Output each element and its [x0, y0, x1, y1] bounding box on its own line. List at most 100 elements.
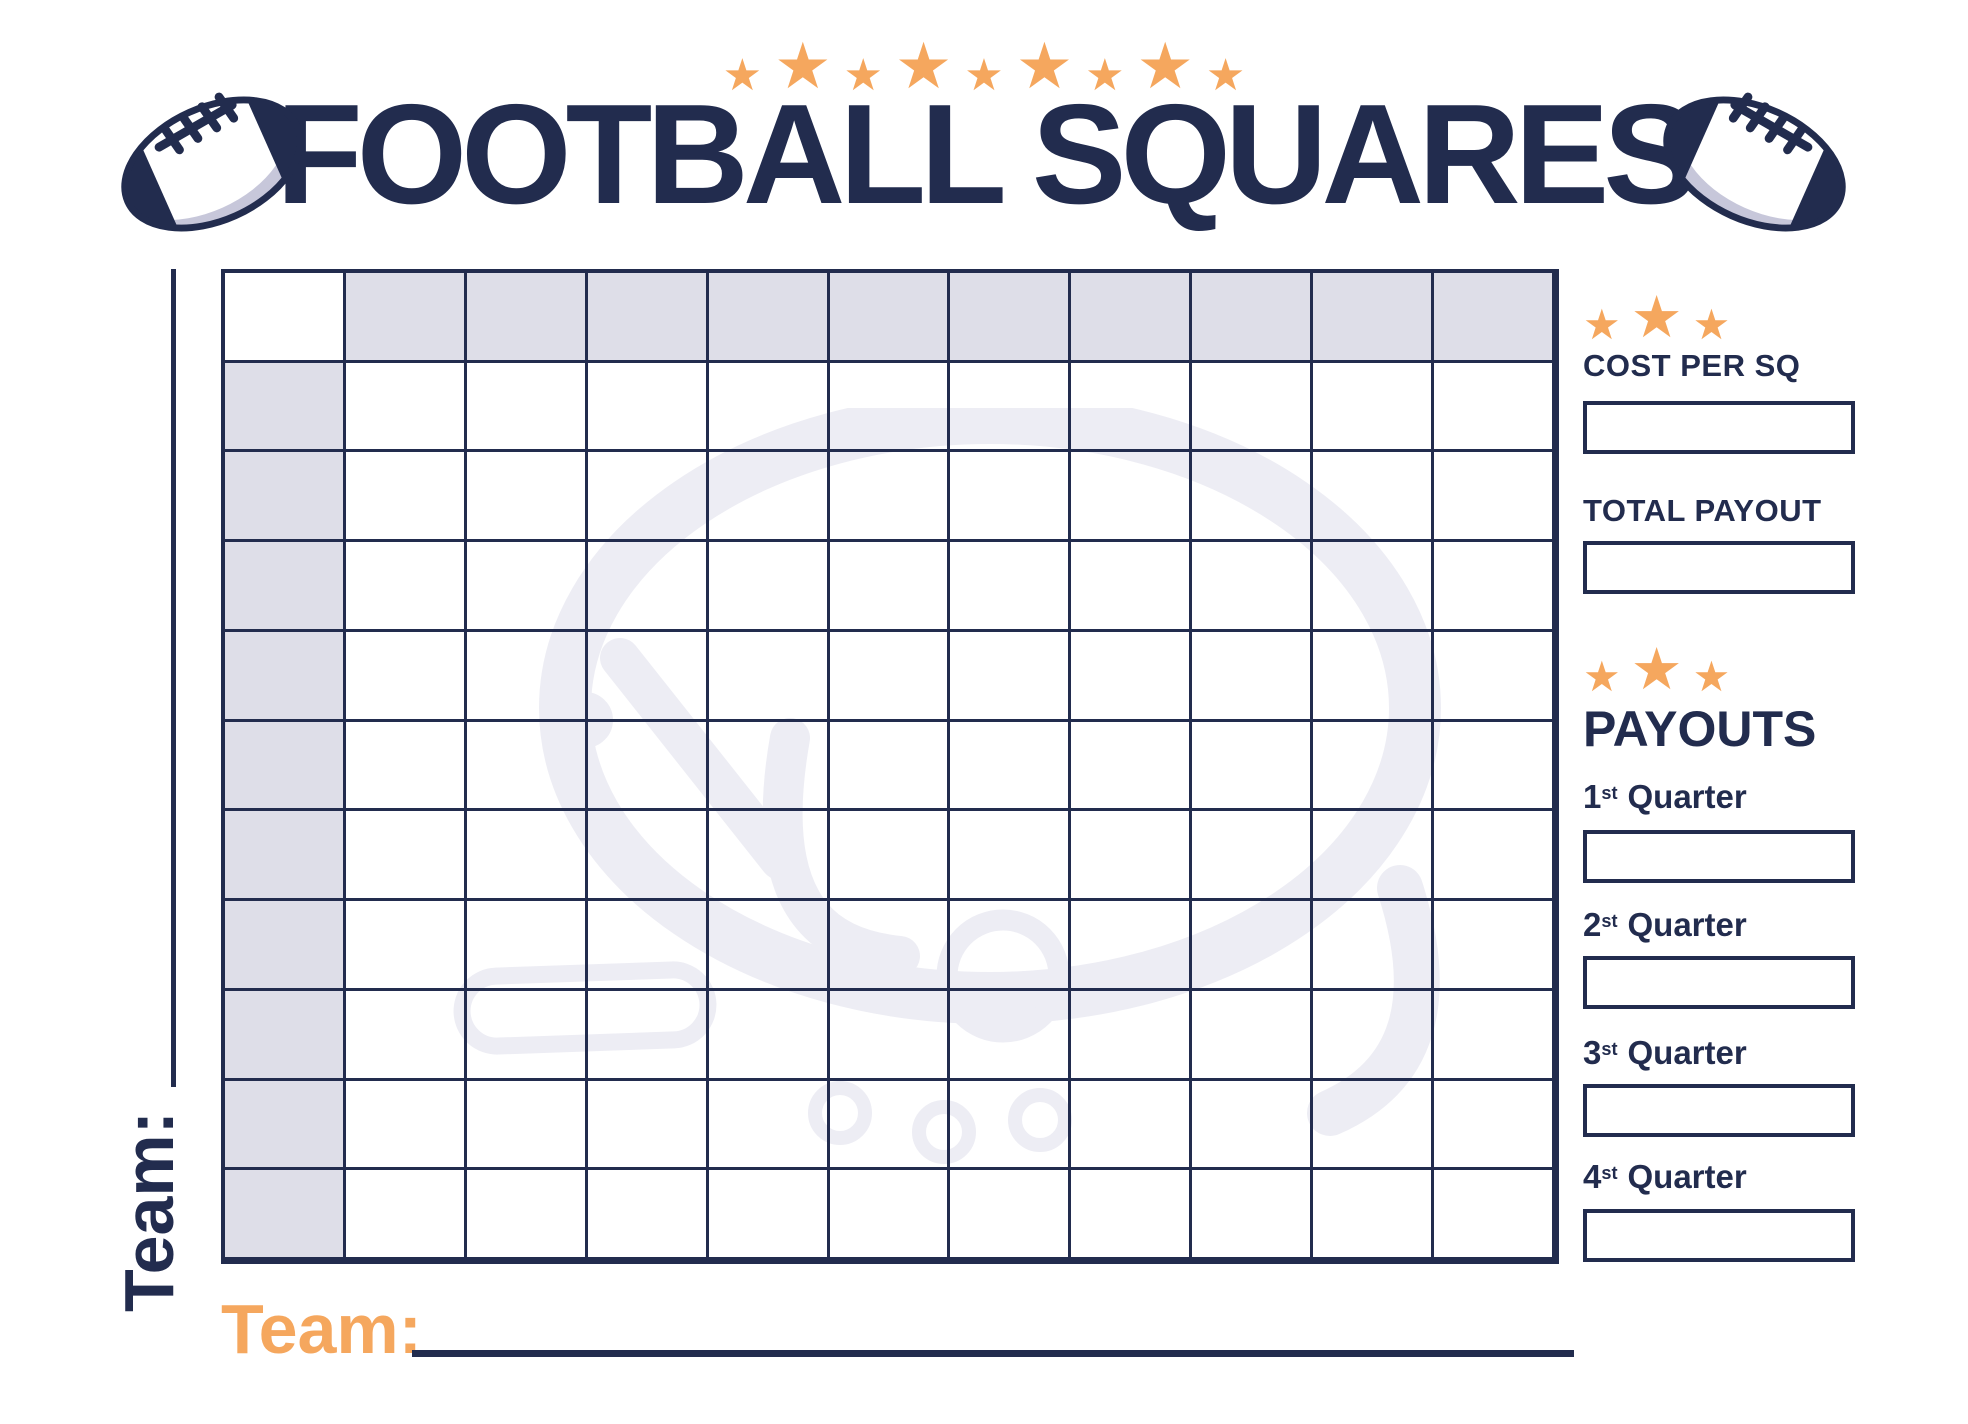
grid-cell-r5-c3[interactable]: [587, 721, 709, 812]
grid-cell-r1-c2[interactable]: [466, 362, 588, 453]
grid-cell-r6-c8[interactable]: [1192, 811, 1314, 902]
grid-header-cell-row-8[interactable]: [225, 990, 346, 1081]
grid-cell-r1-c4[interactable]: [708, 362, 830, 453]
grid-cell-r8-c8[interactable]: [1192, 990, 1314, 1081]
grid-cell-r1-c1[interactable]: [345, 362, 467, 453]
grid-cell-r10-c4[interactable]: [708, 1170, 830, 1260]
grid-cell-r5-c5[interactable]: [829, 721, 951, 812]
grid-cell-r3-c2[interactable]: [466, 542, 588, 632]
grid-header-cell-col-8[interactable]: [1192, 273, 1314, 363]
grid-cell-r8-c7[interactable]: [1071, 990, 1193, 1081]
grid-cell-r4-c7[interactable]: [1071, 631, 1193, 722]
grid-cell-r9-c1[interactable]: [345, 1080, 467, 1171]
grid-cell-r8-c9[interactable]: [1313, 990, 1435, 1081]
grid-cell-r2-c3[interactable]: [587, 452, 709, 543]
grid-header-cell-row-4[interactable]: [225, 631, 346, 722]
grid-cell-r2-c5[interactable]: [829, 452, 951, 543]
grid-header-cell-col-10[interactable]: [1434, 273, 1555, 363]
cost-per-sq-input[interactable]: [1583, 401, 1855, 454]
grid-cell-r10-c3[interactable]: [587, 1170, 709, 1260]
grid-cell-r1-c5[interactable]: [829, 362, 951, 453]
grid-cell-r4-c10[interactable]: [1434, 631, 1555, 722]
grid-cell-r9-c6[interactable]: [950, 1080, 1072, 1171]
grid-cell-r3-c3[interactable]: [587, 542, 709, 632]
grid-cell-r3-c5[interactable]: [829, 542, 951, 632]
grid-cell-r6-c6[interactable]: [950, 811, 1072, 902]
grid-cell-r6-c3[interactable]: [587, 811, 709, 902]
quarter-2-input[interactable]: [1583, 956, 1855, 1009]
grid-cell-r2-c6[interactable]: [950, 452, 1072, 543]
grid-cell-r2-c1[interactable]: [345, 452, 467, 543]
grid-cell-r7-c9[interactable]: [1313, 901, 1435, 991]
grid-cell-r4-c6[interactable]: [950, 631, 1072, 722]
grid-cell-r7-c6[interactable]: [950, 901, 1072, 991]
quarter-1-input[interactable]: [1583, 830, 1855, 883]
grid-cell-r7-c10[interactable]: [1434, 901, 1555, 991]
grid-cell-r8-c1[interactable]: [345, 990, 467, 1081]
grid-cell-r4-c2[interactable]: [466, 631, 588, 722]
grid-cell-r2-c4[interactable]: [708, 452, 830, 543]
grid-header-cell-col-2[interactable]: [466, 273, 588, 363]
grid-header-cell-row-6[interactable]: [225, 811, 346, 902]
grid-cell-r5-c1[interactable]: [345, 721, 467, 812]
grid-cell-r1-c8[interactable]: [1192, 362, 1314, 453]
grid-cell-r10-c2[interactable]: [466, 1170, 588, 1260]
grid-header-cell-col-9[interactable]: [1313, 273, 1435, 363]
grid-cell-r3-c9[interactable]: [1313, 542, 1435, 632]
grid-header-cell-col-7[interactable]: [1071, 273, 1193, 363]
grid-cell-r5-c4[interactable]: [708, 721, 830, 812]
grid-cell-r6-c5[interactable]: [829, 811, 951, 902]
grid-cell-r4-c8[interactable]: [1192, 631, 1314, 722]
grid-cell-r8-c6[interactable]: [950, 990, 1072, 1081]
grid-cell-r4-c4[interactable]: [708, 631, 830, 722]
grid-cell-r7-c7[interactable]: [1071, 901, 1193, 991]
grid-cell-r1-c6[interactable]: [950, 362, 1072, 453]
grid-header-cell-row-7[interactable]: [225, 901, 346, 991]
grid-cell-r9-c7[interactable]: [1071, 1080, 1193, 1171]
grid-cell-r9-c4[interactable]: [708, 1080, 830, 1171]
grid-cell-r8-c5[interactable]: [829, 990, 951, 1081]
grid-cell-r8-c4[interactable]: [708, 990, 830, 1081]
grid-cell-r3-c10[interactable]: [1434, 542, 1555, 632]
quarter-3-input[interactable]: [1583, 1084, 1855, 1137]
grid-cell-r3-c6[interactable]: [950, 542, 1072, 632]
grid-cell-r5-c8[interactable]: [1192, 721, 1314, 812]
grid-cell-r1-c7[interactable]: [1071, 362, 1193, 453]
grid-cell-r5-c10[interactable]: [1434, 721, 1555, 812]
grid-cell-r5-c2[interactable]: [466, 721, 588, 812]
grid-header-cell-col-1[interactable]: [345, 273, 467, 363]
grid-cell-r7-c8[interactable]: [1192, 901, 1314, 991]
grid-cell-r7-c2[interactable]: [466, 901, 588, 991]
grid-cell-r8-c3[interactable]: [587, 990, 709, 1081]
grid-cell-r10-c6[interactable]: [950, 1170, 1072, 1260]
grid-cell-r8-c10[interactable]: [1434, 990, 1555, 1081]
grid-cell-r6-c9[interactable]: [1313, 811, 1435, 902]
grid-cell-r9-c10[interactable]: [1434, 1080, 1555, 1171]
grid-cell-r3-c7[interactable]: [1071, 542, 1193, 632]
grid-cell-r3-c8[interactable]: [1192, 542, 1314, 632]
grid-cell-r4-c3[interactable]: [587, 631, 709, 722]
grid-cell-r5-c7[interactable]: [1071, 721, 1193, 812]
team-bottom-write-line[interactable]: [412, 1350, 1574, 1357]
team-left-write-line[interactable]: [171, 269, 176, 1087]
grid-cell-r10-c9[interactable]: [1313, 1170, 1435, 1260]
grid-cell-r3-c1[interactable]: [345, 542, 467, 632]
grid-cell-r2-c9[interactable]: [1313, 452, 1435, 543]
grid-header-cell-row-5[interactable]: [225, 721, 346, 812]
grid-cell-r2-c7[interactable]: [1071, 452, 1193, 543]
grid-cell-r2-c8[interactable]: [1192, 452, 1314, 543]
grid-cell-r5-c9[interactable]: [1313, 721, 1435, 812]
grid-cell-r9-c5[interactable]: [829, 1080, 951, 1171]
grid-cell-r6-c1[interactable]: [345, 811, 467, 902]
grid-header-cell-row-1[interactable]: [225, 362, 346, 453]
grid-cell-r9-c3[interactable]: [587, 1080, 709, 1171]
grid-header-cell-col-6[interactable]: [950, 273, 1072, 363]
grid-cell-r1-c10[interactable]: [1434, 362, 1555, 453]
grid-cell-r6-c10[interactable]: [1434, 811, 1555, 902]
grid-cell-r4-c1[interactable]: [345, 631, 467, 722]
grid-cell-r5-c6[interactable]: [950, 721, 1072, 812]
grid-cell-r7-c3[interactable]: [587, 901, 709, 991]
grid-header-cell-row-3[interactable]: [225, 542, 346, 632]
grid-cell-r7-c4[interactable]: [708, 901, 830, 991]
grid-cell-r4-c9[interactable]: [1313, 631, 1435, 722]
